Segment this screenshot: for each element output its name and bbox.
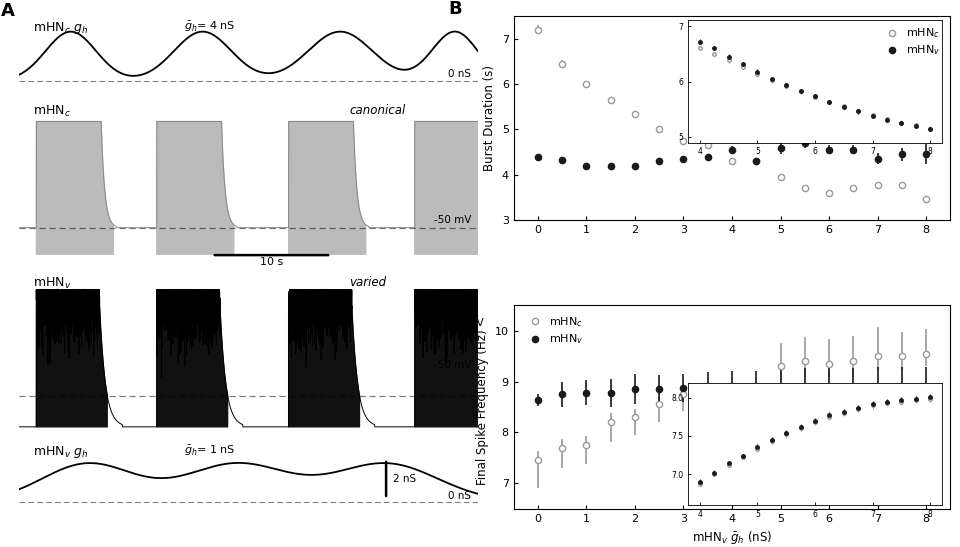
Text: 0 nS: 0 nS — [448, 491, 471, 501]
Text: mHN$_c$ $g_h$: mHN$_c$ $g_h$ — [33, 20, 88, 36]
Y-axis label: Burst Duration (s): Burst Duration (s) — [483, 65, 496, 171]
Text: mHN$_v$ $g_h$: mHN$_v$ $g_h$ — [33, 444, 88, 459]
Text: mHN$_c$: mHN$_c$ — [33, 104, 71, 119]
Legend: mHN$_c$, mHN$_v$: mHN$_c$, mHN$_v$ — [876, 22, 945, 62]
Text: 0 nS: 0 nS — [448, 69, 471, 79]
Text: 10 s: 10 s — [260, 257, 283, 267]
Text: canonical: canonical — [349, 104, 406, 117]
Text: $\bar{g}_h$= 4 nS: $\bar{g}_h$= 4 nS — [184, 20, 236, 34]
Text: B: B — [448, 0, 462, 18]
Text: mHN$_v$: mHN$_v$ — [33, 276, 71, 291]
Y-axis label: Final Spike Frequency (Hz): Final Spike Frequency (Hz) — [476, 329, 490, 485]
Text: $\bar{g}_h$= 1 nS: $\bar{g}_h$= 1 nS — [184, 444, 236, 458]
Text: 2 nS: 2 nS — [393, 474, 416, 484]
Text: A: A — [1, 2, 14, 20]
Text: -50 mV: -50 mV — [434, 214, 471, 225]
Text: -50 mV: -50 mV — [434, 360, 471, 370]
Legend: mHN$_c$, mHN$_v$: mHN$_c$, mHN$_v$ — [519, 311, 588, 351]
Text: C: C — [448, 289, 462, 307]
X-axis label: mHN$_v$ $\bar{g}_h$ (nS): mHN$_v$ $\bar{g}_h$ (nS) — [692, 529, 772, 546]
Text: 25 mV: 25 mV — [450, 318, 484, 328]
Text: varied: varied — [349, 276, 387, 289]
